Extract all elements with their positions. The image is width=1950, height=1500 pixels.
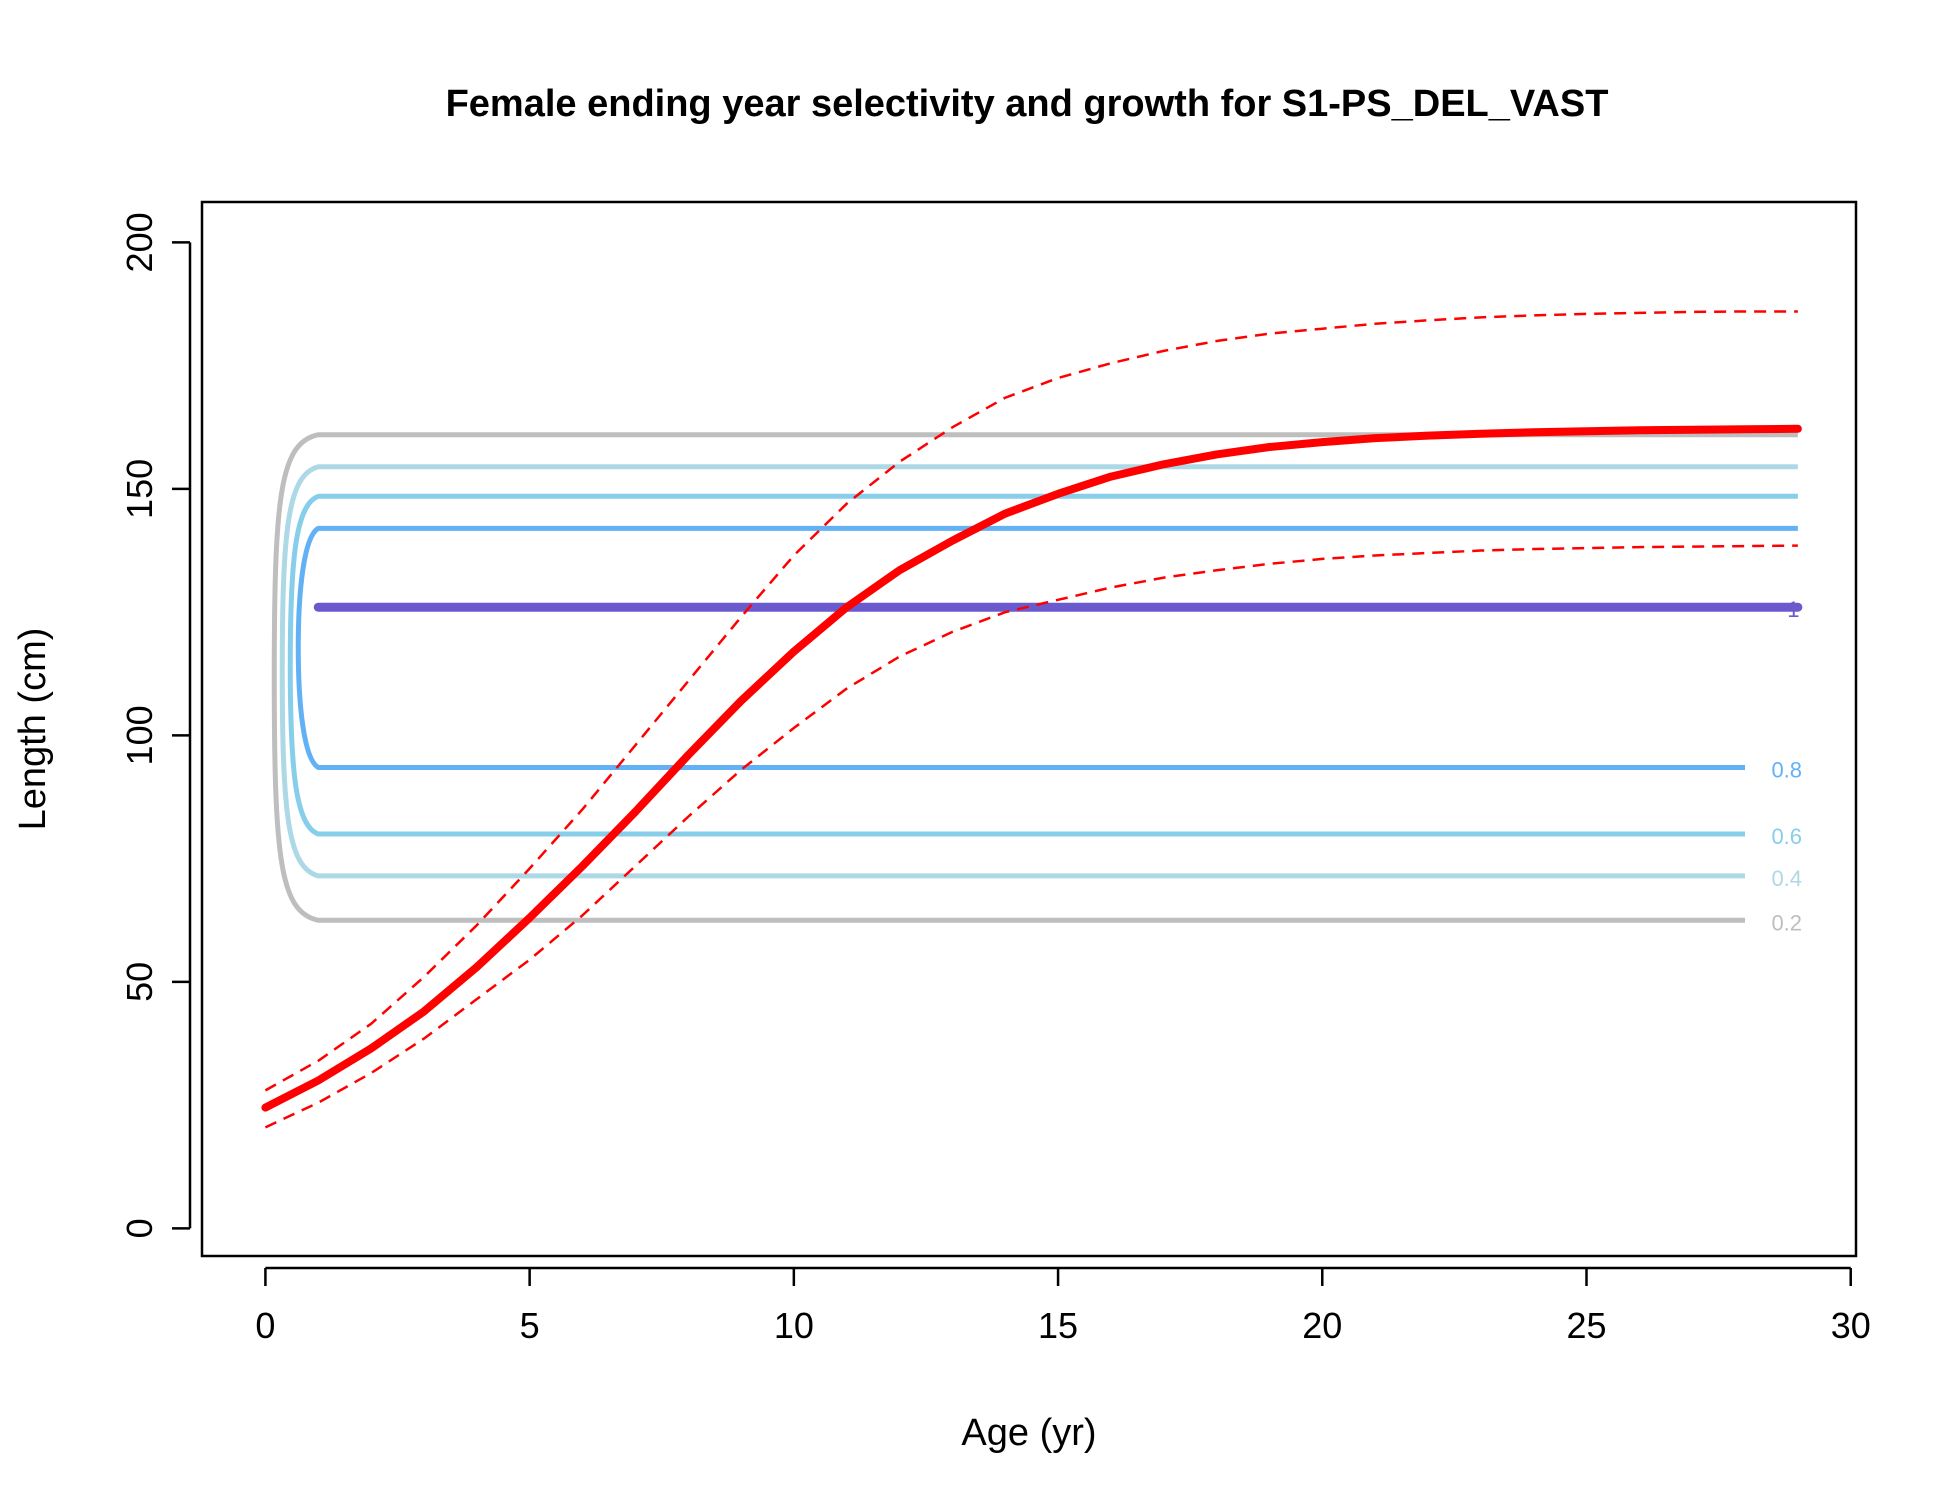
x-tick-label: 30 [1831, 1305, 1871, 1346]
contour-label: 1 [1787, 597, 1799, 622]
y-tick-label: 0 [119, 1218, 160, 1238]
x-axis: 0 5 10 15 20 25 30 [255, 1266, 1871, 1346]
y-tick-label: 200 [119, 212, 160, 272]
x-tick-label: 0 [255, 1305, 275, 1346]
contour-line [287, 493, 1798, 837]
selectivity-contours: 0.2 0.4 0.6 0.8 1 [271, 432, 1803, 935]
growth-upper-line [264, 310, 1798, 1092]
y-tick-label: 100 [119, 705, 160, 765]
contour-line [271, 432, 1798, 923]
x-tick-label: 10 [774, 1305, 814, 1346]
x-tick-label: 20 [1302, 1305, 1342, 1346]
chart-title: Female ending year selectivity and growt… [446, 83, 1609, 125]
y-axis-label: Length (cm) [12, 628, 54, 831]
y-axis: 0 50 100 150 200 [119, 212, 192, 1238]
contour-line [279, 464, 1798, 879]
plot-frame [200, 200, 1858, 1258]
contour-label: 0.8 [1771, 757, 1802, 782]
contour-label: 0.2 [1771, 910, 1802, 935]
contour-label: 0.4 [1771, 866, 1802, 891]
growth-curves [261, 310, 1802, 1129]
growth-lower-line [264, 544, 1798, 1129]
x-axis-label: Age (yr) [961, 1412, 1096, 1454]
growth-mean-line [261, 424, 1802, 1112]
x-tick-label: 5 [520, 1305, 540, 1346]
contour-label: 0.6 [1771, 824, 1802, 849]
x-tick-label: 15 [1038, 1305, 1078, 1346]
x-tick-label: 25 [1566, 1305, 1606, 1346]
y-tick-label: 50 [119, 962, 160, 1002]
contour-line [295, 525, 1798, 770]
y-tick-label: 150 [119, 459, 160, 519]
